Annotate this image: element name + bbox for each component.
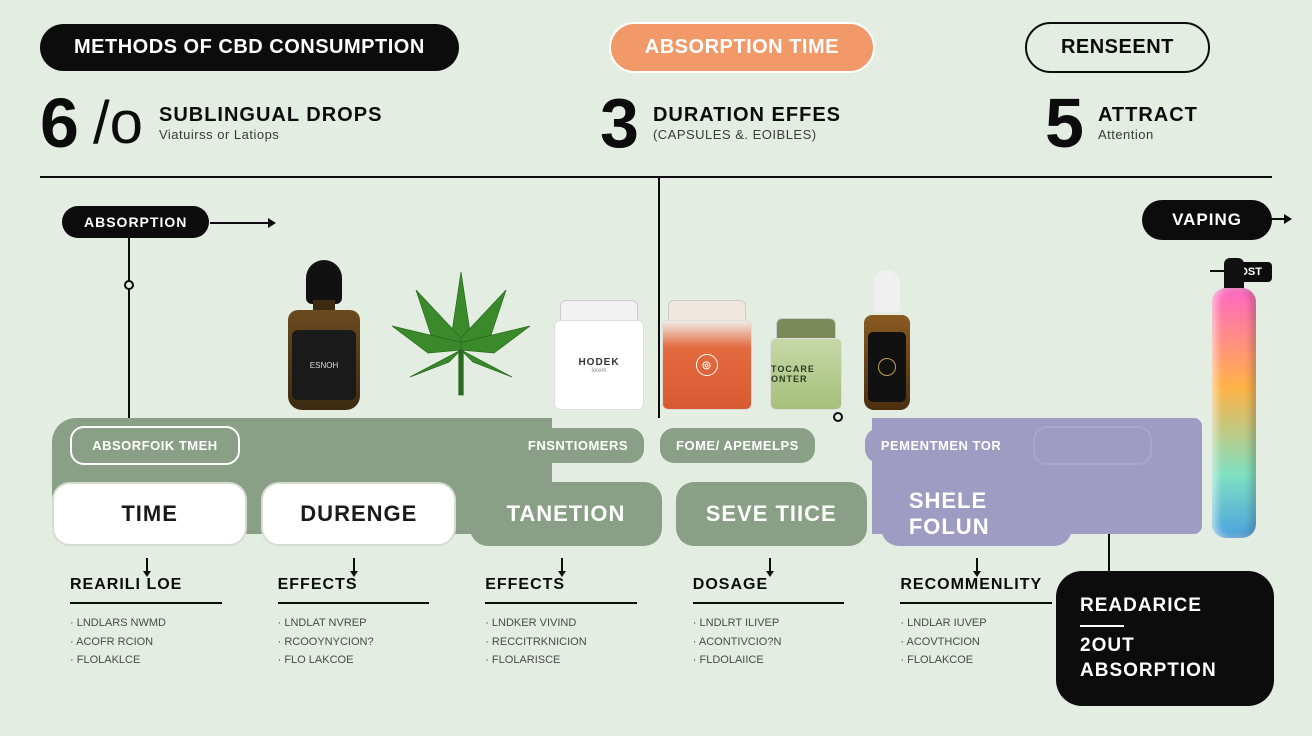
rule-main <box>40 176 1272 178</box>
cell-durenge: DURENGE <box>261 482 456 546</box>
bottom-col-0-heading: REARILI LOE <box>70 576 222 604</box>
list-item: LNDLAR IUVEP <box>900 614 1052 633</box>
bottom-col-3: DOSAGE LNDLRT ILIVEP ACONTIVCIO?N FLDOLA… <box>693 576 845 670</box>
list-item: RCOOYNYCION? <box>278 633 430 652</box>
bottom-col-0-list: LNDLARS NWMD ACOFR RCION FLOLAKLCE <box>70 614 222 670</box>
bottom-col-2: EFFECTS LNDKER VIVIND RECCITRKNICION FLO… <box>485 576 637 670</box>
list-item: FLDOLAIICE <box>693 651 845 670</box>
stat-1-number: 6 <box>40 88 77 158</box>
cta-divider <box>1080 625 1124 627</box>
bottom-col-4: RECOMMENLITY LNDLAR IUVEP ACOVTHCION FLO… <box>900 576 1052 670</box>
arrow-down-icon <box>769 558 771 572</box>
leaf-icon <box>386 260 536 410</box>
pill-absorption: ABSORPTION <box>62 206 209 238</box>
list-item: FLOLARISCE <box>485 651 637 670</box>
cta-card: READARICE 2OUT ABSORPTION <box>1056 571 1274 706</box>
cell-time: TIME <box>52 482 247 546</box>
stat-1-title: SUBLINGUAL DROPS <box>159 104 382 127</box>
list-item: FLOLAKLCE <box>70 651 222 670</box>
stat-block-2: 3 DURATION EFFES (CAPSULES &. EOIBLES) <box>600 88 841 158</box>
cell-seve: SEVE TIICE <box>676 482 867 546</box>
arrow-down-icon <box>353 558 355 572</box>
stat-2-sub: (CAPSULES &. EOIBLES) <box>653 127 841 142</box>
list-item: ACONTIVCIO?N <box>693 633 845 652</box>
list-item: LNDLARS NWMD <box>70 614 222 633</box>
list-item: FLOLAKCOE <box>900 651 1052 670</box>
cell-shele: SHELE FOLUN <box>881 482 1072 546</box>
bottom-col-1-heading: EFFECTS <box>278 576 430 604</box>
header-pill-absorption: ABSORPTION TIME <box>609 22 875 73</box>
bottom-col-1-list: LNDLAT NVREP RCOOYNYCION? FLO LAKCOE <box>278 614 430 670</box>
bottom-col-4-heading: RECOMMENLITY <box>900 576 1052 604</box>
header-row: METHODS OF CBD CONSUMPTION ABSORPTION TI… <box>40 22 1272 73</box>
arrow-down-icon <box>976 558 978 572</box>
cell-row: TIME DURENGE TANETION SEVE TIICE SHELE F… <box>52 482 1072 546</box>
stat-block-3: 5 ATTRACT Attention <box>1045 88 1198 158</box>
list-item: RECCITRKNICION <box>485 633 637 652</box>
list-item: LNDLRT ILIVEP <box>693 614 845 633</box>
bottom-col-2-list: LNDKER VIVIND RECCITRKNICION FLOLARISCE <box>485 614 637 670</box>
arrow-down-icon <box>146 558 148 572</box>
product-tincture-2 <box>860 270 914 410</box>
stat-3-number: 5 <box>1045 88 1082 158</box>
bottom-col-3-list: LNDLRT ILIVEP ACONTIVCIO?N FLDOLAIICE <box>693 614 845 670</box>
list-item: LNDKER VIVIND <box>485 614 637 633</box>
product-vape <box>1202 258 1266 538</box>
product-tincture-1-label: ESNOH <box>292 330 356 400</box>
list-item: LNDLAT NVREP <box>278 614 430 633</box>
stat-2-title: DURATION EFFES <box>653 104 841 127</box>
arrow-down-icon <box>561 558 563 572</box>
cta-line-3: ABSORPTION <box>1080 660 1217 681</box>
product-jar-white: HODEKlorem <box>554 300 644 410</box>
header-pill-renseent: RENSEENT <box>1025 22 1210 73</box>
arrow-absorption <box>210 222 270 224</box>
cta-line-2: 2OUT <box>1080 635 1135 656</box>
bottom-col-4-list: LNDLAR IUVEP ACOVTHCION FLOLAKCOE <box>900 614 1052 670</box>
bottom-col-2-heading: EFFECTS <box>485 576 637 604</box>
bottom-col-0: REARILI LOE LNDLARS NWMD ACOFR RCION FLO… <box>70 576 222 670</box>
list-item: ACOVTHCION <box>900 633 1052 652</box>
product-tincture-1: ESNOH <box>280 260 368 410</box>
cell-tanetion: TANETION <box>470 482 661 546</box>
bottom-col-1: EFFECTS LNDLAT NVREP RCOOYNYCION? FLO LA… <box>278 576 430 670</box>
bottom-col-3-heading: DOSAGE <box>693 576 845 604</box>
node-left <box>124 280 134 290</box>
jar-white-label: HODEK <box>578 357 619 368</box>
connector-left <box>128 236 130 418</box>
stat-2-number: 3 <box>600 88 637 158</box>
header-pill-methods: METHODS OF CBD CONSUMPTION <box>40 24 459 71</box>
stat-row: 6 /o SUBLINGUAL DROPS Viatuirss or Latio… <box>40 88 1272 158</box>
stat-3-sub: Attention <box>1098 127 1198 142</box>
stat-3-title: ATTRACT <box>1098 104 1198 127</box>
bottom-row: REARILI LOE LNDLARS NWMD ACOFR RCION FLO… <box>70 576 1052 670</box>
product-row: ESNOH HODEKlorem ◎ TOCARE ONTER <box>280 210 1162 410</box>
jar-green-label: TOCARE ONTER <box>770 338 842 410</box>
stat-block-1: 6 /o SUBLINGUAL DROPS Viatuirss or Latio… <box>40 88 382 158</box>
list-item: FLO LAKCOE <box>278 651 430 670</box>
cta-line-1: READARICE <box>1080 595 1202 616</box>
arrow-vaping <box>1246 218 1286 220</box>
stat-1-sub: Viatuirss or Latiops <box>159 127 382 142</box>
product-jar-orange: ◎ <box>662 300 752 410</box>
product-jar-green: TOCARE ONTER <box>770 318 842 410</box>
list-item: ACOFR RCION <box>70 633 222 652</box>
stat-1-glyph: /o <box>93 93 143 153</box>
